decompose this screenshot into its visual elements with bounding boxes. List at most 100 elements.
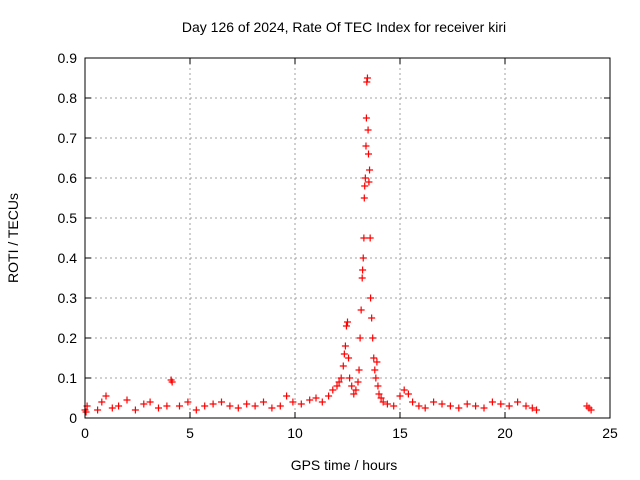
y-tick-label: 0 (69, 410, 77, 426)
data-point (146, 398, 154, 406)
data-point (514, 398, 522, 406)
data-point (528, 404, 536, 412)
data-point (438, 400, 446, 408)
data-point (505, 402, 513, 410)
data-point (404, 390, 412, 398)
data-point (340, 350, 348, 358)
data-point (363, 78, 371, 86)
data-point (367, 294, 375, 302)
data-point (365, 150, 372, 158)
y-tick-label: 0.9 (58, 50, 78, 66)
data-point (372, 374, 380, 382)
data-point (337, 374, 345, 382)
data-point (346, 374, 354, 382)
data-point (339, 362, 347, 370)
chart-title: Day 126 of 2024, Rate Of TEC Index for r… (182, 19, 506, 35)
plot-frame (84, 57, 611, 419)
data-point (209, 400, 217, 408)
data-point (176, 402, 183, 410)
data-point (325, 392, 333, 400)
data-point (472, 402, 480, 410)
data-point (363, 74, 371, 82)
data-point (140, 400, 148, 408)
x-tick-label: 5 (186, 425, 194, 441)
data-point (234, 404, 242, 412)
data-point (373, 358, 381, 366)
y-tick-label: 0.3 (58, 290, 78, 306)
data-point (533, 406, 540, 414)
data-point (102, 392, 110, 400)
data-point (497, 400, 505, 408)
data-point (371, 366, 379, 374)
data-point (357, 306, 365, 314)
x-tick-label: 25 (602, 425, 618, 441)
data-point (184, 398, 192, 406)
data-point (375, 390, 383, 398)
data-point (368, 314, 376, 322)
y-tick-label: 0.7 (58, 130, 78, 146)
data-point (377, 394, 385, 402)
data-point (344, 318, 351, 326)
data-point (361, 174, 369, 182)
axis-ticks: 0 5 10 15 20 25 0 0.1 0.2 0.3 0.4 0.5 0.6 0.7 0.8 0.9 (58, 50, 618, 441)
data-point (352, 386, 360, 394)
data-point (306, 396, 314, 404)
data-point (98, 398, 106, 406)
data-point (115, 402, 123, 410)
data-point (383, 400, 391, 408)
data-point (374, 382, 382, 390)
data-point (390, 402, 398, 410)
data-point (348, 382, 356, 390)
data-point (260, 398, 267, 406)
y-tick-label: 0.4 (58, 250, 78, 266)
data-point (366, 166, 374, 174)
data-point (276, 402, 284, 410)
data-point (226, 402, 234, 410)
data-point (297, 400, 305, 408)
data-point (243, 400, 251, 408)
data-point (396, 392, 404, 400)
data-point (369, 334, 377, 342)
y-tick-label: 0.2 (58, 330, 78, 346)
data-point (358, 274, 366, 282)
y-tick-label: 0.1 (58, 370, 78, 386)
data-point (341, 342, 349, 350)
data-point (218, 398, 225, 406)
data-point (329, 386, 337, 394)
data-point (379, 398, 387, 406)
data-point (362, 114, 370, 122)
y-tick-label: 0.8 (58, 90, 78, 106)
data-point (409, 398, 417, 406)
data-point (365, 178, 373, 186)
y-axis-label: ROTI / TECUs (5, 193, 21, 283)
data-point (360, 194, 368, 202)
x-axis-label: GPS time / hours (291, 457, 398, 473)
data-point (108, 404, 116, 412)
data-point (94, 406, 102, 414)
data-point (155, 404, 162, 412)
data-point (350, 390, 358, 398)
data-point (163, 402, 171, 410)
data-point (342, 322, 350, 330)
data-point (463, 400, 471, 408)
data-point (522, 402, 530, 410)
x-tick-label: 10 (287, 425, 303, 441)
data-point (361, 182, 369, 190)
x-tick-label: 0 (81, 425, 89, 441)
data-point (333, 382, 341, 390)
data-point (587, 406, 595, 414)
y-tick-label: 0.5 (58, 210, 78, 226)
data-point (201, 402, 209, 410)
data-point (312, 394, 320, 402)
data-point (359, 254, 367, 262)
data-point (446, 402, 454, 410)
data-point (123, 396, 131, 404)
data-point (335, 378, 343, 386)
data-point (354, 378, 362, 386)
data-point (364, 126, 372, 134)
data-point (488, 398, 496, 406)
data-point (360, 234, 368, 242)
grid-lines (85, 58, 610, 418)
data-points (81, 74, 595, 416)
x-tick-label: 20 (497, 425, 513, 441)
